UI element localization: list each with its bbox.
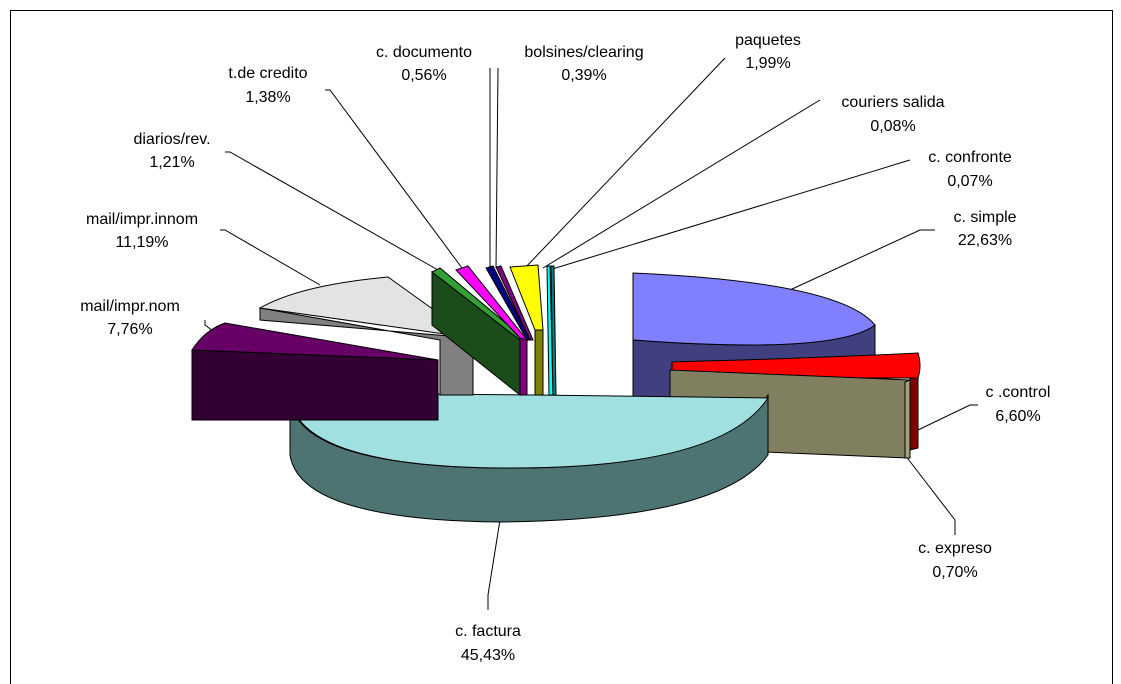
label-c-confronte-name: c. confronte xyxy=(928,149,1012,166)
label-mail-impr-innom-name: mail/impr.innom xyxy=(86,211,198,228)
slice-mail-impr-nom[interactable] xyxy=(191,322,439,421)
slice-bolsines-clearing[interactable] xyxy=(495,265,534,341)
leader-lines xyxy=(204,57,978,610)
slice-mail-impr-innom[interactable] xyxy=(258,276,474,396)
label-c-expreso-value: 0,70% xyxy=(932,564,977,581)
slices-group xyxy=(191,264,921,523)
label-mail-impr-innom-value: 11,19% xyxy=(115,234,168,251)
label-couriers-salida-name: couriers salida xyxy=(841,94,944,111)
label-paquetes-value: 1,99% xyxy=(745,55,790,72)
label-c-documento-name: c. documento xyxy=(376,44,472,61)
label-mail-impr-nom-value: 7,76% xyxy=(107,321,152,338)
label-paquetes-name: paquetes xyxy=(735,32,801,49)
label-c-control-name: c .control xyxy=(986,384,1051,401)
label-t-de-credito-name: t.de credito xyxy=(228,65,307,82)
label-c-documento-value: 0,56% xyxy=(401,67,446,84)
label-bolsines-clearing-name: bolsines/clearing xyxy=(524,44,643,61)
label-mail-impr-nom-name: mail/impr.nom xyxy=(80,298,180,315)
label-couriers-salida-value: 0,08% xyxy=(870,118,915,135)
label-diarios-rev-name: diarios/rev. xyxy=(133,131,210,148)
slice-paquetes[interactable] xyxy=(509,264,544,396)
label-c-factura-value: 45,43% xyxy=(461,647,515,664)
label-c-factura-name: c. factura xyxy=(455,623,521,640)
label-bolsines-clearing-value: 0,39% xyxy=(561,67,606,84)
slice-c-confronte[interactable] xyxy=(550,265,557,396)
label-t-de-credito-value: 1,38% xyxy=(245,89,290,106)
label-c-control-value: 6,60% xyxy=(995,408,1040,425)
label-c-confronte-value: 0,07% xyxy=(947,173,992,190)
label-c-simple-value: 22,63% xyxy=(958,232,1012,249)
label-c-expreso-name: c. expreso xyxy=(918,540,992,557)
slice-t-de-credito[interactable] xyxy=(455,265,529,396)
label-c-simple-name: c. simple xyxy=(953,209,1016,226)
label-diarios-rev-value: 1,21% xyxy=(149,154,194,171)
